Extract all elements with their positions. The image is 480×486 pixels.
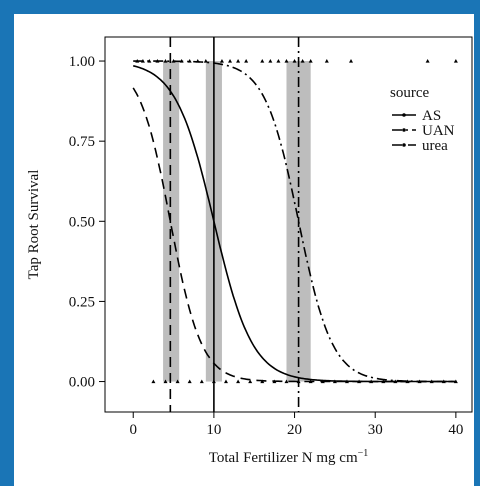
observation-points [135, 59, 458, 384]
y-tick-label: 0.00 [69, 375, 95, 391]
obs-point-died [332, 379, 337, 384]
obs-point-survived [453, 59, 458, 63]
x-tick-label: 30 [368, 422, 383, 438]
x-axis-label: Total Fertilizer N mg cm−1 [209, 448, 369, 466]
obs-point-died [429, 379, 434, 384]
obs-point-survived [219, 59, 224, 63]
obs-point-survived [179, 59, 184, 63]
obs-point-died [344, 379, 349, 384]
obs-point-survived [236, 59, 241, 63]
y-axis: 0.00 0.25 0.50 0.75 1.00 [69, 54, 105, 391]
obs-point-died [211, 379, 216, 384]
obs-point-died [441, 379, 446, 384]
legend-label-uan: UAN [422, 123, 455, 139]
confidence-bands [163, 61, 311, 382]
obs-point-died [320, 379, 325, 384]
plot-area [104, 36, 473, 413]
obs-point-died [151, 379, 156, 384]
x-tick-label: 20 [287, 422, 302, 438]
x-tick-label: 40 [448, 422, 463, 438]
curve-urea [132, 87, 456, 383]
obs-point-died [381, 379, 386, 384]
obs-point-died [308, 379, 313, 384]
obs-point-survived [292, 59, 297, 63]
obs-point-survived [300, 59, 305, 63]
obs-point-survived [135, 59, 140, 63]
obs-point-died [163, 379, 168, 384]
x-tick-label: 10 [206, 422, 221, 438]
obs-point-survived [195, 59, 200, 63]
obs-point-survived [276, 59, 281, 63]
obs-point-died [284, 379, 289, 384]
obs-point-died [248, 379, 253, 384]
obs-point-survived [308, 59, 313, 63]
obs-point-died [199, 379, 204, 384]
legend-label-urea: urea [422, 138, 448, 154]
obs-point-died [223, 379, 228, 384]
obs-point-survived [349, 59, 354, 63]
x-axis-label-text: Total Fertilizer N mg cm [209, 450, 358, 466]
obs-point-died [357, 379, 362, 384]
y-tick-label: 0.50 [69, 214, 95, 230]
obs-point-survived [228, 59, 233, 63]
obs-point-survived [203, 59, 208, 63]
obs-point-survived [284, 59, 289, 63]
obs-point-died [175, 379, 180, 384]
obs-point-survived [147, 59, 152, 63]
legend-key-point-as [402, 113, 406, 117]
legend-key-point-urea [402, 143, 406, 147]
x-axis: 0 10 20 30 40 [129, 412, 463, 438]
curves [132, 60, 456, 383]
obs-point-died [296, 379, 301, 384]
obs-point-died [187, 379, 192, 384]
legend-title: source [390, 85, 429, 101]
x-axis-label-superscript: −1 [358, 448, 369, 459]
obs-point-survived [163, 59, 168, 63]
y-tick-label: 0.75 [69, 134, 95, 150]
obs-point-survived [244, 59, 249, 63]
x-tick-label: 0 [129, 422, 137, 438]
obs-point-died [405, 379, 410, 384]
obs-point-survived [324, 59, 329, 63]
obs-point-survived [171, 59, 176, 63]
obs-point-survived [155, 59, 160, 63]
obs-point-survived [260, 59, 265, 63]
lc50-lines [169, 37, 300, 412]
obs-point-survived [268, 59, 273, 63]
ci-band-urea [163, 61, 180, 382]
obs-point-died [393, 379, 398, 384]
y-tick-label: 0.25 [69, 294, 95, 310]
obs-point-died [417, 379, 422, 384]
obs-point-died [236, 379, 241, 384]
legend-key-point-uan [402, 128, 406, 132]
obs-point-died [453, 379, 458, 384]
legend-label-as: AS [422, 108, 441, 124]
y-axis-label: Tap Root Survival [26, 170, 42, 280]
y-tick-label: 1.00 [69, 54, 95, 70]
obs-point-died [272, 379, 277, 384]
obs-point-died [369, 379, 374, 384]
obs-point-died [260, 379, 265, 384]
obs-point-survived [187, 59, 192, 63]
obs-point-survived [425, 59, 430, 63]
obs-point-survived [140, 59, 145, 63]
